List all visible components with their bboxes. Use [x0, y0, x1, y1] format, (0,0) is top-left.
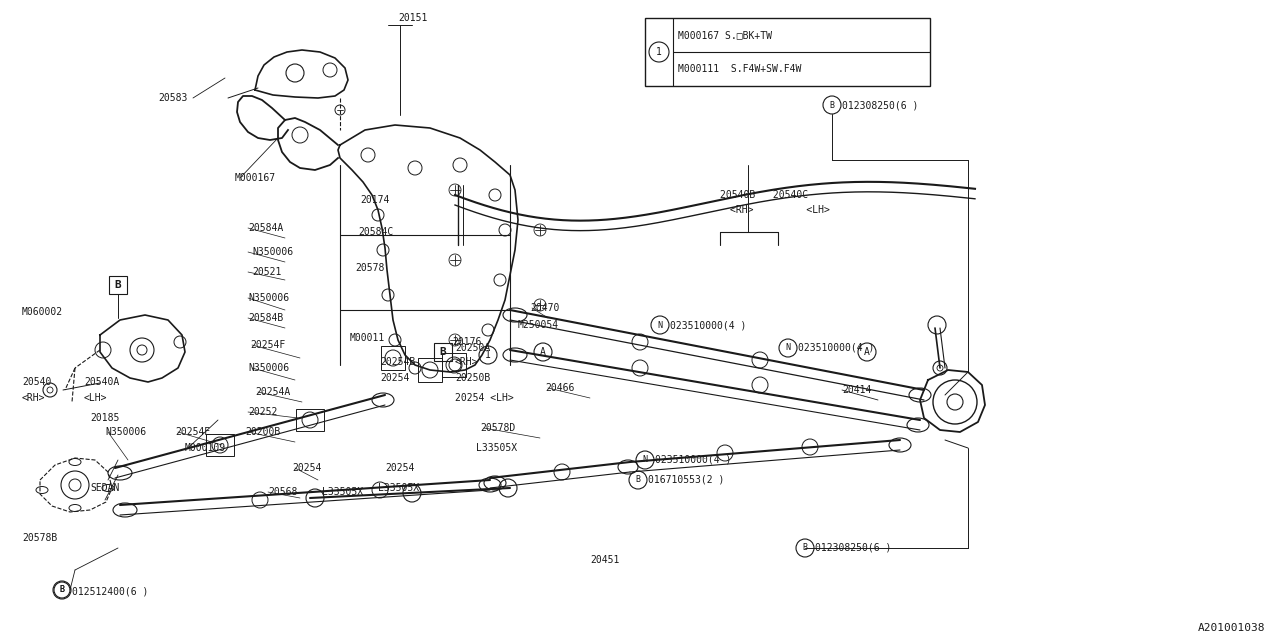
Text: M000167 S.□BK+TW: M000167 S.□BK+TW [678, 30, 772, 40]
Text: 012308250(6 ): 012308250(6 ) [842, 100, 918, 110]
Text: L33505X: L33505X [378, 483, 419, 493]
Text: 20200B: 20200B [244, 427, 280, 437]
Text: 20254F: 20254F [250, 340, 285, 350]
Text: 20540A: 20540A [84, 377, 119, 387]
Text: N: N [658, 321, 663, 330]
Text: 1: 1 [657, 47, 662, 57]
Text: <LH>: <LH> [84, 393, 108, 403]
Text: 20414: 20414 [842, 385, 872, 395]
Text: N350006: N350006 [105, 427, 146, 437]
Text: 20584C: 20584C [358, 227, 393, 237]
Text: 023510000(4 ): 023510000(4 ) [797, 343, 874, 353]
Text: 20254E: 20254E [175, 427, 210, 437]
Text: 20578: 20578 [355, 263, 384, 273]
Text: M250054: M250054 [518, 320, 559, 330]
Text: B: B [635, 476, 640, 484]
Text: SEDAN: SEDAN [91, 483, 120, 493]
Text: 20540: 20540 [22, 377, 51, 387]
Text: 20470: 20470 [530, 303, 559, 313]
Text: M060002: M060002 [22, 307, 63, 317]
Text: 20568: 20568 [268, 487, 297, 497]
Text: 023510000(4 ): 023510000(4 ) [669, 320, 746, 330]
Text: 016710553(2 ): 016710553(2 ) [648, 475, 724, 485]
Text: 20250B: 20250B [454, 373, 490, 383]
Text: A: A [540, 347, 547, 357]
Text: 20252: 20252 [248, 407, 278, 417]
Text: 20451: 20451 [590, 555, 620, 565]
Text: 20250A: 20250A [454, 343, 490, 353]
Text: 012308250(6 ): 012308250(6 ) [815, 543, 891, 553]
Text: L33505X: L33505X [476, 443, 517, 453]
Text: 20521: 20521 [252, 267, 282, 277]
Text: A: A [864, 347, 870, 357]
Text: 20540B   20540C: 20540B 20540C [719, 190, 808, 200]
Text: B: B [59, 586, 64, 595]
Text: 20254A: 20254A [255, 387, 291, 397]
Text: M000167: M000167 [236, 173, 276, 183]
Text: N350006: N350006 [252, 247, 293, 257]
Text: B: B [115, 280, 122, 290]
Text: N350006: N350006 [248, 293, 289, 303]
Text: A201001038: A201001038 [1198, 623, 1265, 633]
Text: <RH>         <LH>: <RH> <LH> [730, 205, 829, 215]
Text: B: B [803, 543, 808, 552]
Text: 20466: 20466 [545, 383, 575, 393]
Text: 023510000(4 ): 023510000(4 ) [655, 455, 731, 465]
Text: N: N [786, 344, 791, 353]
Text: 20185: 20185 [91, 413, 120, 423]
Text: 20254: 20254 [292, 463, 321, 473]
Text: B: B [829, 100, 835, 109]
Text: 20151: 20151 [398, 13, 428, 23]
Text: <RH>: <RH> [454, 357, 479, 367]
Text: 20584A: 20584A [248, 223, 283, 233]
Text: N350006: N350006 [248, 363, 289, 373]
Text: 20254: 20254 [380, 373, 410, 383]
Text: 20254 <LH>: 20254 <LH> [454, 393, 513, 403]
Text: N: N [643, 456, 648, 465]
Text: M00011: M00011 [349, 333, 385, 343]
Text: 20254: 20254 [385, 463, 415, 473]
Text: 20578D: 20578D [480, 423, 516, 433]
Text: 20254B: 20254B [380, 357, 415, 367]
Text: 20584B: 20584B [248, 313, 283, 323]
Text: B: B [59, 586, 64, 595]
Text: <RH>: <RH> [22, 393, 46, 403]
Text: 1: 1 [485, 350, 492, 360]
Text: M000109: M000109 [186, 443, 227, 453]
Text: 20578B: 20578B [22, 533, 58, 543]
Text: 20583: 20583 [159, 93, 188, 103]
Text: 20174: 20174 [360, 195, 389, 205]
Text: 012512400(6 ): 012512400(6 ) [72, 586, 148, 596]
Text: M000111  S.F4W+SW.F4W: M000111 S.F4W+SW.F4W [678, 64, 801, 74]
Text: B: B [439, 347, 447, 357]
Text: 20176: 20176 [452, 337, 481, 347]
Text: L33505X: L33505X [323, 487, 364, 497]
